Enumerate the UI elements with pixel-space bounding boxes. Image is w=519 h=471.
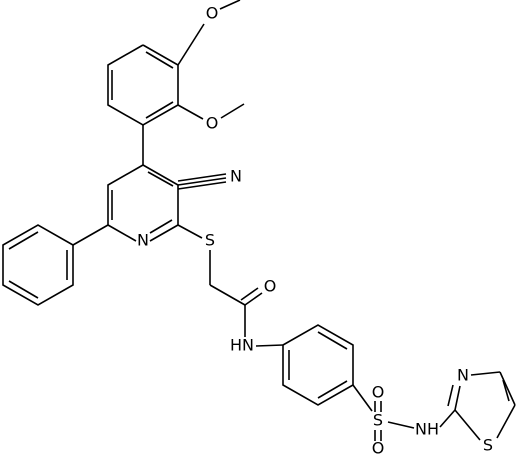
atom-label: N [230,167,242,186]
atom-label: S [205,231,215,250]
atom-label: O [264,277,277,296]
atom-label: O [372,383,385,402]
atom-label: S [483,436,493,455]
bonds [2,0,516,441]
atom-label: O [372,439,385,458]
atom-label: NH [415,420,439,439]
atom-label: O [206,4,219,23]
atom-label: HN [230,336,254,355]
atom-label: O [206,114,219,133]
atom-label: S [373,411,383,430]
atom-label: N [137,231,149,250]
atom-labels: O O N N S O HN O S O NH N S [137,4,493,458]
atom-label: N [457,366,469,385]
